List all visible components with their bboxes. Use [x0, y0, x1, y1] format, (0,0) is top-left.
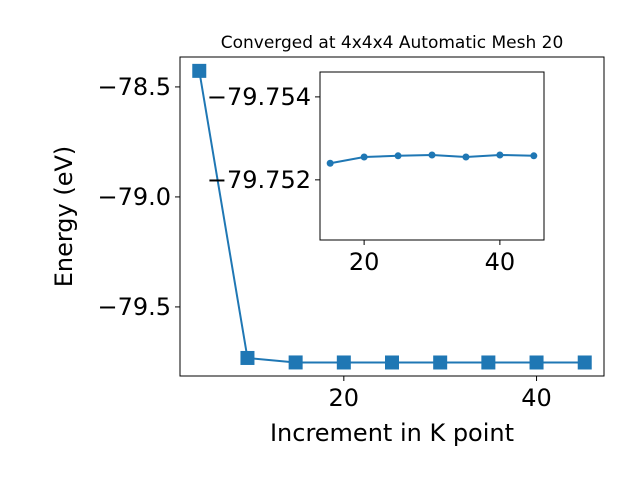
x-tick-label: 20 — [349, 248, 380, 276]
x-axis-label: Increment in K point — [270, 419, 514, 447]
y-tick-label: −79.5 — [97, 293, 171, 321]
data-point — [428, 151, 436, 159]
data-point — [394, 152, 402, 160]
y-tick-label: −78.5 — [97, 73, 171, 101]
data-point — [192, 63, 207, 78]
data-point — [326, 159, 334, 167]
data-point — [360, 153, 368, 161]
data-point — [462, 153, 470, 161]
y-axis-label: Energy (eV) — [50, 146, 78, 288]
data-point — [288, 355, 303, 370]
x-tick-label: 20 — [329, 384, 360, 412]
y-tick-label: −79.0 — [97, 183, 171, 211]
x-tick-label: 40 — [521, 384, 552, 412]
data-point — [529, 355, 544, 370]
y-tick-label: −79.752 — [207, 166, 311, 194]
data-point — [240, 350, 255, 365]
data-point — [496, 151, 504, 159]
data-point — [530, 152, 538, 160]
data-point — [433, 355, 448, 370]
data-point — [336, 355, 351, 370]
data-point — [577, 355, 592, 370]
data-point — [481, 355, 496, 370]
x-tick-label: 40 — [485, 248, 516, 276]
data-point — [385, 355, 399, 370]
y-tick-label: −79.754 — [207, 83, 311, 111]
chart-title: Converged at 4x4x4 Automatic Mesh 20 — [221, 33, 564, 53]
